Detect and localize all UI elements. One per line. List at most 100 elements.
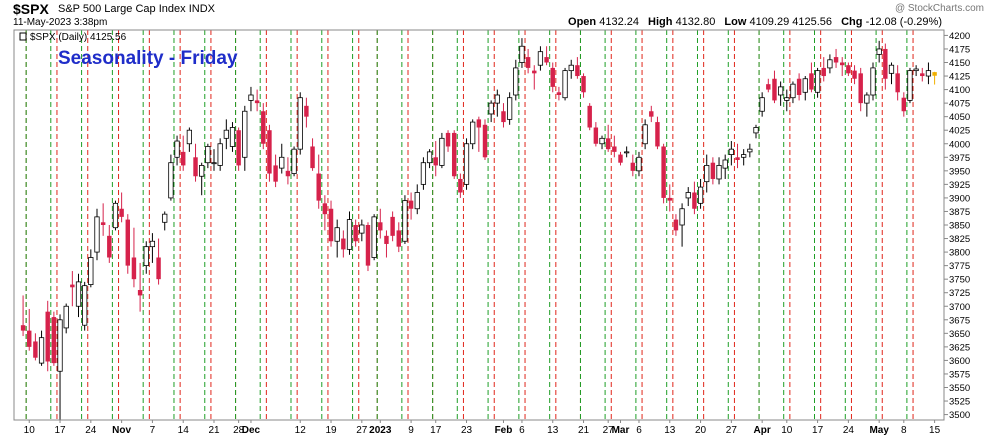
y-tick-label: 4175	[949, 44, 970, 55]
candle-body	[925, 70, 932, 77]
y-tick-label: 3975	[949, 153, 970, 164]
candle-body	[254, 100, 260, 104]
candle-body	[716, 165, 722, 180]
candle-body	[316, 173, 321, 201]
candle-body	[186, 129, 192, 145]
candle	[137, 262, 143, 312]
candle-body	[27, 330, 32, 347]
candle-body	[107, 235, 112, 258]
candle-body	[636, 156, 642, 172]
candle	[273, 154, 278, 188]
candle	[470, 119, 476, 150]
watermark: @ StockCharts.com	[894, 3, 984, 14]
candle-body	[248, 94, 254, 101]
candle	[747, 143, 753, 158]
candle-body	[833, 57, 839, 63]
candle-body	[858, 73, 863, 104]
candle	[458, 173, 463, 198]
candle-body	[692, 192, 697, 209]
candle	[846, 62, 851, 77]
candle-body	[685, 192, 691, 199]
x-tick-label: 17	[430, 425, 442, 436]
x-tick-label: 7	[150, 425, 156, 436]
x-tick-label: 14	[178, 425, 190, 436]
candle	[193, 143, 198, 182]
y-tick-label: 4100	[949, 85, 970, 96]
candle-body	[291, 148, 297, 174]
y-tick-label: 4050	[949, 112, 970, 123]
y-tick-label: 3900	[949, 193, 970, 204]
candle-body	[482, 124, 488, 158]
candle	[544, 46, 549, 66]
candle-body	[229, 127, 236, 147]
y-tick-label: 3725	[949, 288, 970, 299]
candle	[365, 222, 371, 272]
candle-body	[402, 200, 408, 242]
candle-body	[575, 65, 580, 77]
candle-body	[870, 67, 876, 96]
candle-body	[100, 222, 106, 225]
candle	[778, 81, 784, 106]
candle-body	[907, 70, 913, 101]
candle-body	[45, 311, 50, 362]
y-tick-label: 3800	[949, 248, 970, 259]
candle-body	[420, 162, 427, 185]
candle-body	[451, 132, 457, 177]
candle-body	[205, 146, 211, 164]
candle	[488, 100, 494, 123]
candle-body	[57, 319, 63, 372]
candle	[618, 151, 623, 166]
candle-body	[501, 111, 506, 123]
x-tick-label: Nov	[112, 425, 131, 436]
candle-body	[913, 68, 919, 72]
candle-body	[33, 341, 38, 358]
candle	[285, 157, 291, 185]
candle	[242, 105, 248, 171]
candle	[149, 233, 156, 263]
candle	[685, 187, 691, 207]
candle	[759, 92, 765, 117]
candle	[802, 76, 808, 101]
candle-body	[322, 203, 328, 215]
candle	[88, 249, 94, 288]
candle	[112, 200, 119, 231]
candle	[858, 67, 863, 112]
candle	[180, 135, 186, 171]
x-tick-label: 17	[812, 425, 824, 436]
candle	[575, 57, 580, 79]
candle	[494, 89, 500, 117]
candle	[932, 71, 937, 85]
candle	[75, 273, 82, 318]
candle	[876, 40, 882, 63]
y-tick-label: 3925	[949, 180, 970, 191]
y-tick-label: 3850	[949, 221, 970, 232]
candle-body	[310, 146, 315, 169]
y-tick-label: 3775	[949, 261, 970, 272]
candle	[378, 208, 383, 239]
candle-body	[156, 257, 161, 280]
candle-body	[242, 110, 248, 158]
chart-datetime: 11-May-2023 3:38pm	[13, 17, 108, 28]
candle	[402, 195, 408, 244]
candle-body	[180, 151, 186, 166]
x-tick-label: 17	[54, 425, 66, 436]
x-tick-label: 9	[408, 425, 414, 436]
candle	[642, 119, 648, 150]
candle-body	[51, 317, 57, 364]
candle	[704, 154, 710, 193]
candle-body	[537, 51, 544, 66]
candles	[20, 38, 937, 420]
candle	[186, 127, 192, 152]
candle-body	[846, 65, 851, 74]
candle-body	[20, 325, 26, 331]
candle-body	[63, 305, 69, 329]
candle-body	[162, 213, 168, 223]
candle-body	[334, 227, 340, 242]
candle	[814, 67, 821, 98]
candle-body	[655, 122, 660, 147]
candle-body	[796, 78, 802, 95]
candle-body	[840, 62, 845, 66]
x-tick-label: 13	[664, 425, 676, 436]
high-value: 4132.80	[675, 16, 716, 28]
